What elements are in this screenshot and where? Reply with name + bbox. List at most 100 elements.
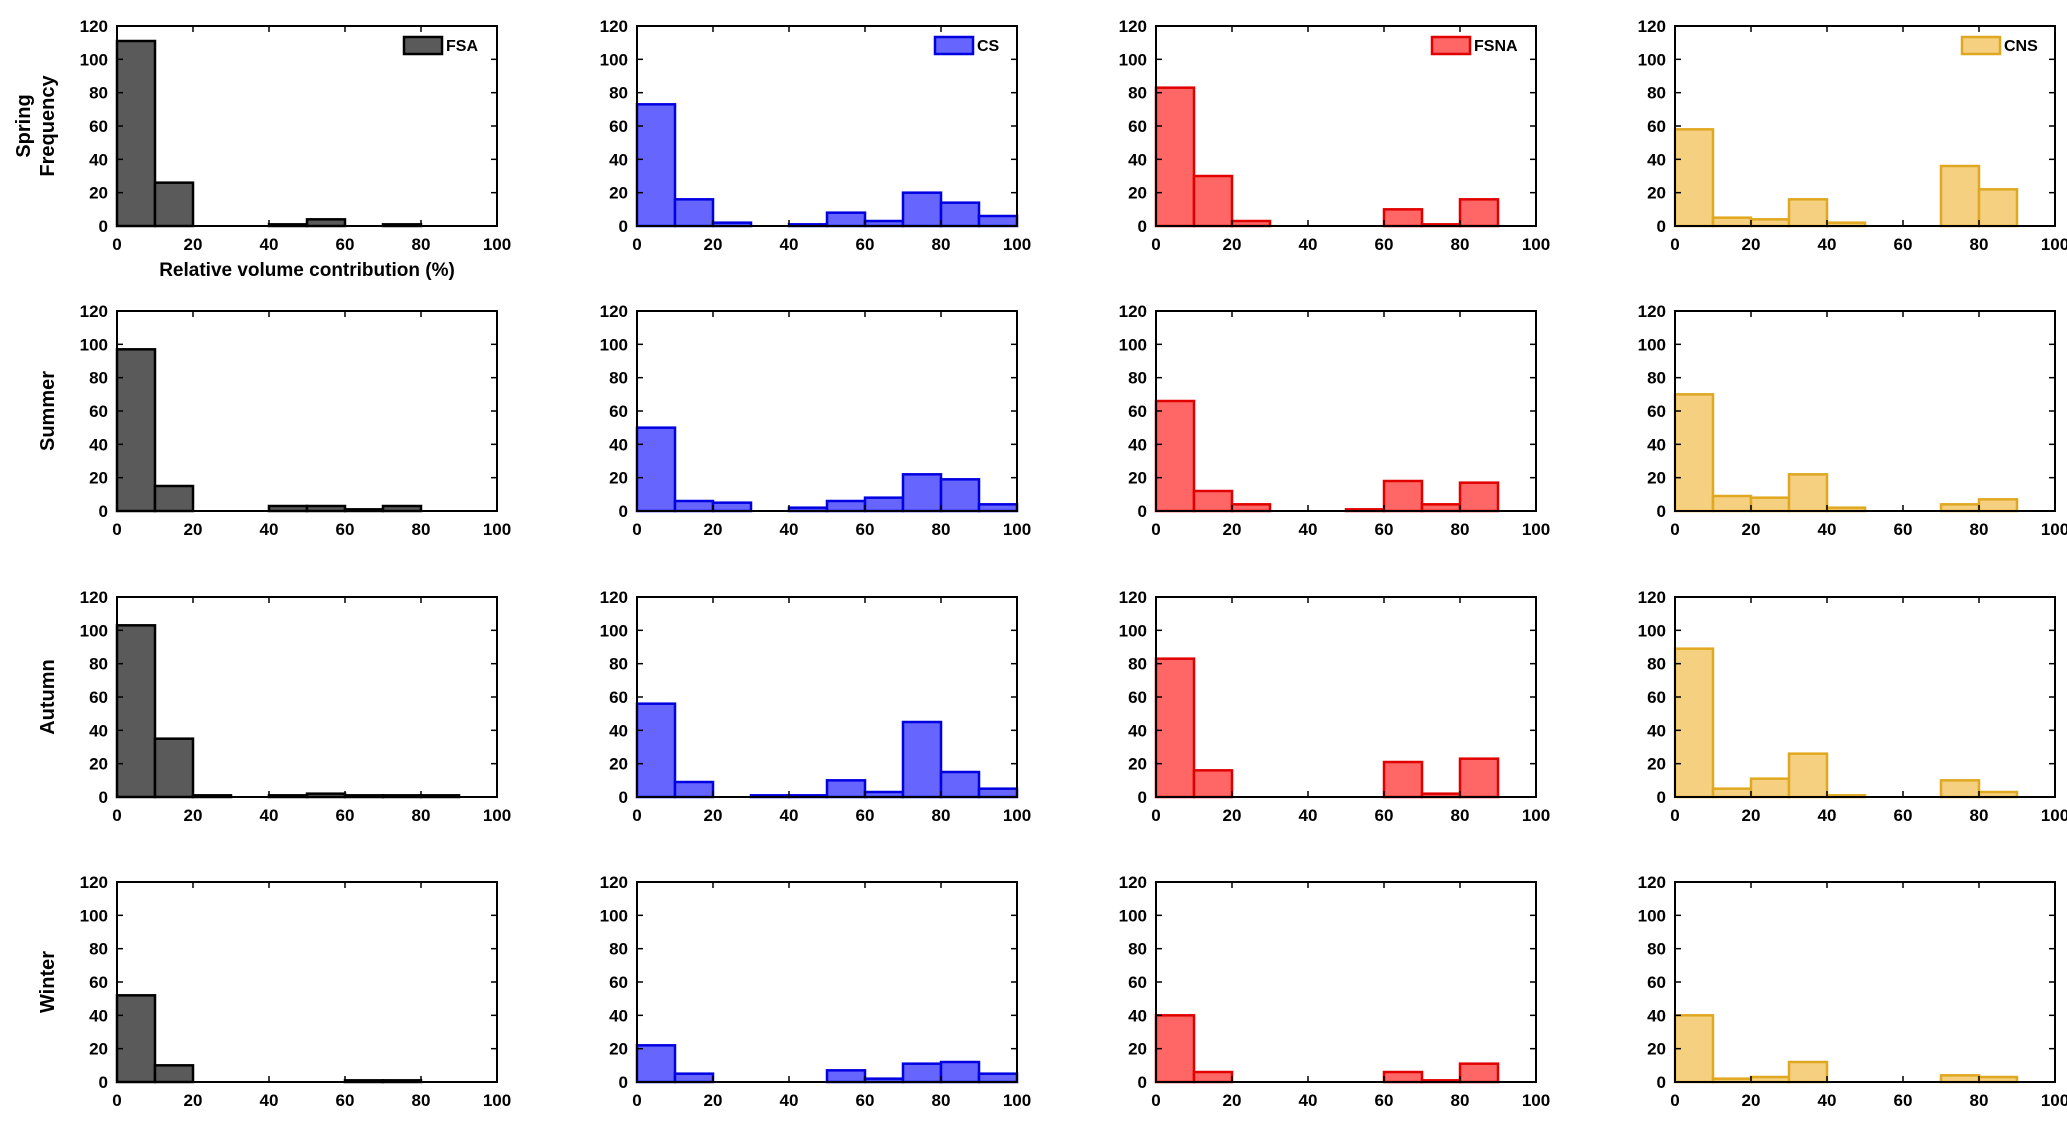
x-tick-label: 100 bbox=[483, 520, 511, 539]
axes-box bbox=[1155, 881, 1537, 1083]
x-tick-label: 0 bbox=[632, 1091, 641, 1110]
x-tick-label: 20 bbox=[1742, 1091, 1761, 1110]
x-tick-label: 60 bbox=[1894, 520, 1913, 539]
x-tick-label: 40 bbox=[260, 235, 279, 254]
x-tick-label: 100 bbox=[1522, 1091, 1550, 1110]
y-tick-label: 100 bbox=[80, 906, 108, 925]
x-tick-label: 80 bbox=[932, 806, 951, 825]
y-tick-label: 80 bbox=[1128, 940, 1147, 959]
y-tick-label: 100 bbox=[1119, 50, 1147, 69]
y-tick-label: 40 bbox=[1128, 721, 1147, 740]
panel-autumn-cs: 0 20 40 60 80 100 120 0 20 40 60 80 100 bbox=[600, 588, 1032, 825]
x-tick-label: 40 bbox=[780, 1091, 799, 1110]
y-tick-label: 0 bbox=[619, 217, 628, 236]
x-tick-label: 80 bbox=[1451, 235, 1470, 254]
panel-autumn-cns: 0 20 40 60 80 100 120 0 20 40 60 80 100 bbox=[1638, 588, 2067, 825]
x-tick-label: 20 bbox=[1223, 1091, 1242, 1110]
y-tick-label: 60 bbox=[1647, 402, 1666, 421]
bar bbox=[977, 787, 1019, 799]
x-tick-label: 0 bbox=[112, 520, 121, 539]
x-tick-label: 0 bbox=[1151, 235, 1160, 254]
y-tick-label: 80 bbox=[1128, 84, 1147, 103]
x-tick-label: 0 bbox=[1670, 806, 1679, 825]
bar bbox=[977, 214, 1019, 228]
x-tick-label: 100 bbox=[2041, 1091, 2067, 1110]
y-tick-label: 20 bbox=[89, 184, 108, 203]
x-tick-label: 0 bbox=[1670, 520, 1679, 539]
x-tick-label: 0 bbox=[632, 520, 641, 539]
y-tick-label: 80 bbox=[609, 369, 628, 388]
bar bbox=[825, 499, 867, 513]
y-tick-label: 100 bbox=[80, 335, 108, 354]
legend-label: FSA bbox=[446, 38, 478, 55]
y-tick-label: 40 bbox=[89, 150, 108, 169]
bar bbox=[977, 1072, 1019, 1084]
x-tick-label: 60 bbox=[856, 235, 875, 254]
y-tick-label: 60 bbox=[89, 973, 108, 992]
y-tick-label: 120 bbox=[1638, 588, 1666, 607]
y-tick-label: 100 bbox=[1638, 335, 1666, 354]
y-tick-label: 120 bbox=[80, 17, 108, 36]
x-tick-label: 80 bbox=[932, 1091, 951, 1110]
x-tick-label: 60 bbox=[336, 1091, 355, 1110]
y-tick-label: 20 bbox=[1128, 755, 1147, 774]
x-tick-label: 60 bbox=[336, 806, 355, 825]
x-tick-label: 60 bbox=[1894, 235, 1913, 254]
bar bbox=[901, 1062, 943, 1084]
x-tick-label: 20 bbox=[184, 520, 203, 539]
bar bbox=[1711, 787, 1753, 799]
y-tick-label: 20 bbox=[1128, 1040, 1147, 1059]
x-tick-label: 0 bbox=[1670, 235, 1679, 254]
x-tick-label: 60 bbox=[856, 806, 875, 825]
axes-box bbox=[636, 881, 1018, 1083]
y-tick-label: 80 bbox=[609, 940, 628, 959]
bar bbox=[939, 1060, 981, 1084]
legend-label: CS bbox=[977, 38, 1000, 55]
axes-box bbox=[116, 310, 498, 512]
x-tick-label: 80 bbox=[1451, 806, 1470, 825]
y-tick-label: 80 bbox=[89, 369, 108, 388]
y-tick-label: 120 bbox=[600, 588, 628, 607]
y-tick-label: 120 bbox=[1119, 873, 1147, 892]
y-tick-label: 100 bbox=[80, 621, 108, 640]
bar bbox=[115, 348, 157, 513]
x-tick-label: 0 bbox=[632, 806, 641, 825]
bar bbox=[153, 1064, 195, 1084]
y-tick-label: 0 bbox=[1657, 1073, 1666, 1092]
y-tick-label: 0 bbox=[1657, 788, 1666, 807]
y-tick-label: 100 bbox=[600, 335, 628, 354]
x-tick-label: 100 bbox=[1003, 520, 1031, 539]
panel-winter-fsa: 0 20 40 60 80 100 120 0 20 40 60 80 100 bbox=[80, 873, 512, 1110]
bar bbox=[1382, 208, 1424, 228]
y-tick-label: 20 bbox=[609, 184, 628, 203]
y-tick-label: 20 bbox=[1647, 184, 1666, 203]
x-tick-label: 80 bbox=[412, 806, 431, 825]
y-tick-label: 120 bbox=[1638, 17, 1666, 36]
bar bbox=[673, 198, 715, 228]
y-tick-label: 60 bbox=[1128, 402, 1147, 421]
y-tick-label: 100 bbox=[600, 50, 628, 69]
bar bbox=[1192, 769, 1234, 799]
bar bbox=[901, 473, 943, 513]
bar bbox=[1787, 198, 1829, 228]
y-tick-label: 120 bbox=[600, 17, 628, 36]
legend-swatch bbox=[1430, 35, 1472, 56]
bar bbox=[1673, 647, 1715, 799]
x-tick-label: 20 bbox=[184, 1091, 203, 1110]
bar bbox=[115, 624, 157, 799]
legend-label: FSNA bbox=[1474, 38, 1518, 55]
panel-winter-fsna: 0 20 40 60 80 100 120 0 20 40 60 80 100 bbox=[1119, 873, 1551, 1110]
x-tick-label: 20 bbox=[1223, 520, 1242, 539]
x-tick-label: 60 bbox=[1894, 806, 1913, 825]
y-tick-label: 80 bbox=[1647, 940, 1666, 959]
bar bbox=[1939, 779, 1981, 799]
x-tick-label: 40 bbox=[1818, 520, 1837, 539]
x-tick-label: 40 bbox=[260, 520, 279, 539]
x-tick-label: 80 bbox=[1970, 806, 1989, 825]
y-tick-label: 120 bbox=[600, 873, 628, 892]
y-tick-label: 20 bbox=[89, 469, 108, 488]
x-tick-label: 60 bbox=[856, 520, 875, 539]
row-label-autumn: Autumn bbox=[37, 659, 59, 735]
bar bbox=[1458, 198, 1500, 228]
y-tick-label: 100 bbox=[600, 621, 628, 640]
